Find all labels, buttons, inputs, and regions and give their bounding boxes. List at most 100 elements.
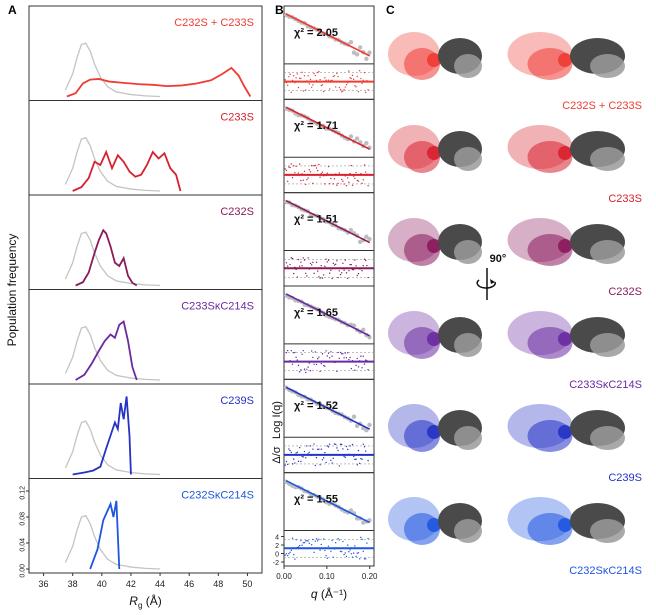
resid-point (294, 558, 296, 560)
resid-point (360, 536, 362, 539)
resid-point (355, 171, 357, 174)
resid-point (339, 88, 342, 91)
resid-point (332, 457, 334, 460)
resid-point (343, 357, 345, 359)
x-tick-label: 46 (184, 579, 194, 589)
resid-point (363, 558, 366, 560)
resid-point (349, 445, 351, 447)
resid-point (334, 443, 337, 446)
resid-point (286, 84, 289, 87)
resid-point (337, 182, 339, 185)
resid-point (328, 443, 331, 445)
resid-point (349, 263, 351, 266)
resid-point (340, 272, 343, 274)
resid-point (345, 83, 348, 86)
resid-point (303, 541, 306, 544)
resid-point (285, 262, 288, 264)
resid-point (289, 263, 291, 266)
x-tick-label: 38 (68, 579, 78, 589)
resid-point (290, 91, 292, 93)
resid-point (315, 456, 318, 459)
resid-point (326, 172, 328, 174)
series-line (72, 396, 132, 476)
resid-point (337, 449, 339, 452)
structure-hinge (558, 518, 572, 532)
scatter-point (364, 428, 369, 433)
resid-point (342, 448, 344, 450)
resid-point (297, 86, 300, 89)
scatter-point (367, 335, 372, 340)
resid-point (320, 448, 322, 450)
structure-hinge (427, 239, 441, 253)
resid-point (330, 177, 332, 180)
resid-point (325, 258, 327, 260)
resid-point (315, 167, 318, 169)
fit-line (285, 386, 371, 430)
resid-point (302, 542, 304, 544)
reference-curve (64, 325, 161, 381)
resid-point (351, 443, 354, 446)
x-tick-label: 44 (155, 579, 165, 589)
resid-point (351, 184, 354, 187)
resid-point (321, 353, 324, 355)
series-line (89, 500, 121, 570)
resid-point (345, 555, 348, 558)
resid-point (364, 171, 367, 173)
y-tick-label: 0.12 (20, 486, 27, 500)
y-axis-label: Population frequency (5, 234, 19, 347)
resid-point (319, 370, 321, 373)
structure-label: C239S (608, 472, 642, 484)
resid-point (330, 351, 332, 353)
resid-point (333, 264, 336, 266)
resid-point (343, 455, 345, 458)
structure-fc (590, 240, 625, 264)
resid-point (291, 257, 294, 260)
resid-point (306, 275, 308, 277)
resid-point (325, 350, 327, 352)
resid-point (358, 462, 361, 465)
resid-point (314, 351, 316, 353)
resid-point (340, 178, 343, 181)
scatter-point (348, 508, 354, 513)
resid-point (318, 276, 320, 278)
resid-point (363, 71, 366, 74)
resid-point (319, 277, 321, 279)
resid-point (322, 457, 325, 459)
resid-point (291, 176, 294, 179)
resid-point (308, 362, 310, 364)
resid-point (352, 269, 355, 271)
x-tick-label: 0.20 (362, 572, 378, 581)
resid-point (340, 550, 343, 553)
resid-point (357, 272, 360, 275)
resid-point (295, 77, 297, 79)
resid-point (350, 553, 352, 555)
resid-point (300, 179, 302, 182)
resid-point (309, 445, 312, 447)
series-line (75, 228, 138, 287)
resid-point (315, 363, 318, 366)
resid-point (332, 262, 334, 265)
resid-point (348, 551, 350, 553)
chi2-label: χ² = 1.65 (294, 307, 338, 319)
resid-point (285, 351, 288, 354)
resid-point (296, 359, 298, 361)
resid-point (286, 554, 289, 557)
scatter-point (364, 56, 369, 61)
resid-point (303, 259, 306, 261)
resid-point (333, 75, 336, 77)
scatter-point (358, 45, 363, 50)
scatter-point (348, 134, 354, 139)
scatter-point (351, 414, 357, 419)
resid-point (320, 84, 322, 87)
structure-fc (454, 426, 482, 450)
scatter-point (354, 136, 360, 141)
resid-point (298, 265, 301, 267)
resid-point (344, 552, 346, 554)
resid-point (355, 265, 357, 267)
resid-point (360, 457, 362, 460)
series-label: C232S (220, 206, 254, 218)
resid-point (362, 179, 364, 181)
resid-point (304, 89, 307, 91)
resid-point (356, 357, 358, 360)
resid-point (321, 171, 324, 173)
